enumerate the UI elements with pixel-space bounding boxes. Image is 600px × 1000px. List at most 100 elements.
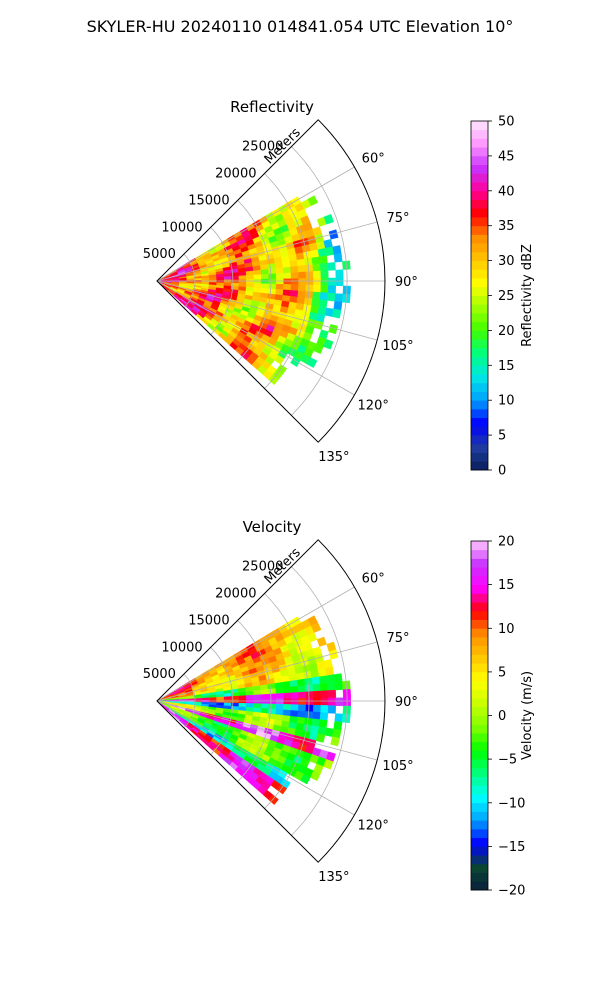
reflectivity-azimuth-tick-label: 60° <box>362 151 385 166</box>
reflectivity-cell <box>307 195 319 207</box>
velocity-colorbar-swatch <box>471 872 488 882</box>
velocity-cell <box>327 689 337 699</box>
reflectivity-cell <box>275 267 284 274</box>
reflectivity-colorbar-swatch <box>471 435 488 445</box>
reflectivity-cell <box>295 252 305 261</box>
reflectivity-colorbar-swatch <box>471 452 488 462</box>
velocity-cell <box>297 685 307 693</box>
reflectivity-colorbar-tick-label: 40 <box>498 184 515 199</box>
reflectivity-cell <box>290 278 299 285</box>
velocity-cell <box>253 698 262 704</box>
velocity-cell <box>320 690 329 699</box>
velocity-cell <box>311 676 321 685</box>
reflectivity-cell <box>260 273 270 280</box>
reflectivity-colorbar-swatch <box>471 121 488 131</box>
reflectivity-azimuth-tick-label: 90° <box>395 275 418 290</box>
velocity-cell <box>312 690 322 699</box>
reflectivity-colorbar-swatch <box>471 190 488 200</box>
velocity-cell <box>319 712 329 721</box>
reflectivity-cell <box>268 278 277 285</box>
velocity-cell <box>334 713 344 723</box>
reflectivity-cell <box>282 260 291 269</box>
velocity-colorbar-swatch <box>471 881 488 891</box>
velocity-colorbar-swatch <box>471 715 488 725</box>
reflectivity-cell <box>305 271 314 279</box>
velocity-cell <box>260 689 269 695</box>
reflectivity-colorbar-tick-label: 20 <box>498 324 515 339</box>
reflectivity-colorbar-tick-label: 15 <box>498 359 515 374</box>
velocity-colorbar-swatch <box>471 610 488 620</box>
velocity-cell <box>333 673 343 683</box>
velocity-range-tick-label: 25000 <box>242 560 283 575</box>
velocity-cell <box>282 686 292 694</box>
reflectivity-colorbar-tick-label: 35 <box>498 219 515 234</box>
velocity-cell <box>300 773 311 785</box>
reflectivity-cell <box>268 283 277 290</box>
reflectivity-cell <box>335 269 344 279</box>
velocity-azimuth-tick-label: 105° <box>382 759 413 774</box>
velocity-cell <box>238 691 247 697</box>
reflectivity-cell <box>332 245 342 255</box>
reflectivity-colorbar-swatch <box>471 461 488 471</box>
reflectivity-colorbar-swatch <box>471 304 488 314</box>
reflectivity-colorbar-swatch <box>471 199 488 209</box>
velocity-cell <box>328 649 339 660</box>
velocity-colorbar-swatch <box>471 541 488 551</box>
velocity-colorbar-tick-label: 0 <box>498 709 506 724</box>
reflectivity-cell <box>283 272 292 280</box>
reflectivity-colorbar-swatch <box>471 347 488 357</box>
reflectivity-colorbar-swatch <box>471 147 488 157</box>
reflectivity-cell <box>304 257 313 266</box>
velocity-colorbar-swatch <box>471 663 488 673</box>
velocity-colorbar-tick-label: −15 <box>498 840 525 855</box>
reflectivity-colorbar-swatch <box>471 330 488 340</box>
reflectivity-cell <box>325 246 335 256</box>
reflectivity-colorbar-swatch <box>471 225 488 235</box>
velocity-cell <box>246 699 255 704</box>
velocity-colorbar-swatch <box>471 575 488 586</box>
velocity-cell <box>313 697 322 706</box>
reflectivity-colorbar-swatch <box>471 443 488 453</box>
velocity-cell <box>298 691 307 699</box>
velocity-cell <box>283 692 292 700</box>
velocity-colorbar-swatch <box>471 785 488 795</box>
velocity-cell <box>275 693 284 700</box>
reflectivity-cell <box>276 278 284 285</box>
reflectivity-colorbar-swatch <box>471 286 488 296</box>
reflectivity-cell <box>282 289 292 297</box>
reflectivity-cell <box>318 299 328 309</box>
velocity-azimuth-gridline <box>156 700 355 816</box>
reflectivity-cell <box>312 270 322 279</box>
reflectivity-cell <box>253 274 262 280</box>
velocity-cell <box>274 682 284 689</box>
velocity-colorbar-swatch <box>471 724 488 734</box>
reflectivity-colorbar-swatch <box>471 269 488 279</box>
reflectivity-cell <box>253 269 262 276</box>
velocity-colorbar-swatch <box>471 689 488 699</box>
velocity-cell <box>318 675 328 685</box>
reflectivity-colorbar-swatch <box>471 365 488 375</box>
reflectivity-azimuth-tick-label: 105° <box>382 339 413 354</box>
reflectivity-cell <box>312 284 322 293</box>
velocity-cell <box>253 703 262 709</box>
velocity-azimuth-tick-label: 90° <box>395 695 418 710</box>
velocity-cell <box>261 698 269 705</box>
reflectivity-colorbar-swatch <box>471 182 488 192</box>
reflectivity-colorbar-swatch <box>471 374 488 384</box>
velocity-colorbar-swatch <box>471 602 488 612</box>
reflectivity-colorbar-swatch <box>471 234 488 244</box>
reflectivity-azimuth-gridline <box>156 280 378 341</box>
velocity-cell <box>298 704 307 712</box>
reflectivity-cell <box>297 290 306 299</box>
velocity-cell <box>253 694 262 700</box>
velocity-cell <box>216 696 225 701</box>
velocity-colorbar-swatch <box>471 767 488 777</box>
reflectivity-cell <box>311 256 321 265</box>
velocity-colorbar-swatch <box>471 584 488 594</box>
reflectivity-panel: 5000 10000 15000 20000 25000 60° 75° 90° 105° 120… <box>143 98 535 479</box>
reflectivity-cell <box>312 263 321 272</box>
reflectivity-range-tick-label: 15000 <box>188 193 229 208</box>
reflectivity-sector-frame <box>156 119 386 443</box>
velocity-cell <box>305 698 314 706</box>
